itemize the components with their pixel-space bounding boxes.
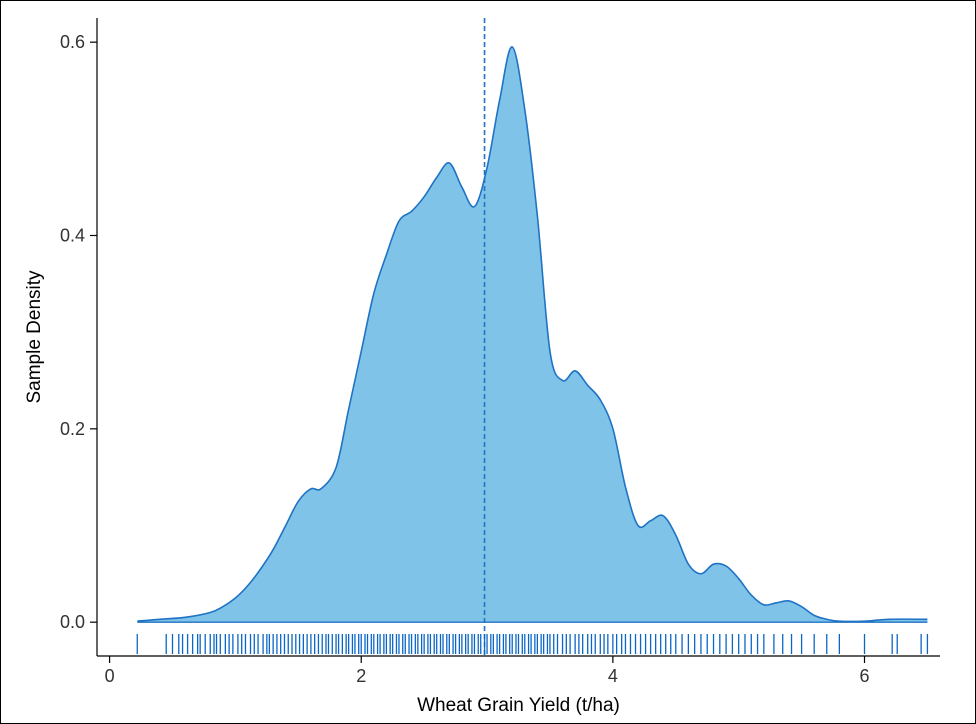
x-axis-title: Wheat Grain Yield (t/ha) bbox=[417, 695, 620, 716]
rug-plot bbox=[136, 634, 929, 654]
plot-area bbox=[137, 18, 928, 656]
x-tick-label: 0 bbox=[105, 666, 115, 686]
x-tick-label: 4 bbox=[608, 666, 618, 686]
y-axis-ticks: 0.0 0.2 0.4 0.6 bbox=[60, 32, 97, 632]
y-tick-label: 0.4 bbox=[60, 226, 85, 246]
x-axis-ticks: 0 2 4 6 bbox=[105, 656, 870, 686]
y-tick-label: 0.2 bbox=[60, 419, 85, 439]
y-axis-title: Sample Density bbox=[24, 270, 45, 404]
x-tick-label: 6 bbox=[859, 666, 869, 686]
y-tick-label: 0.0 bbox=[60, 612, 85, 632]
y-tick-label: 0.6 bbox=[60, 32, 85, 52]
density-line bbox=[137, 46, 928, 623]
x-tick-label: 2 bbox=[356, 666, 366, 686]
density-area bbox=[137, 46, 928, 623]
